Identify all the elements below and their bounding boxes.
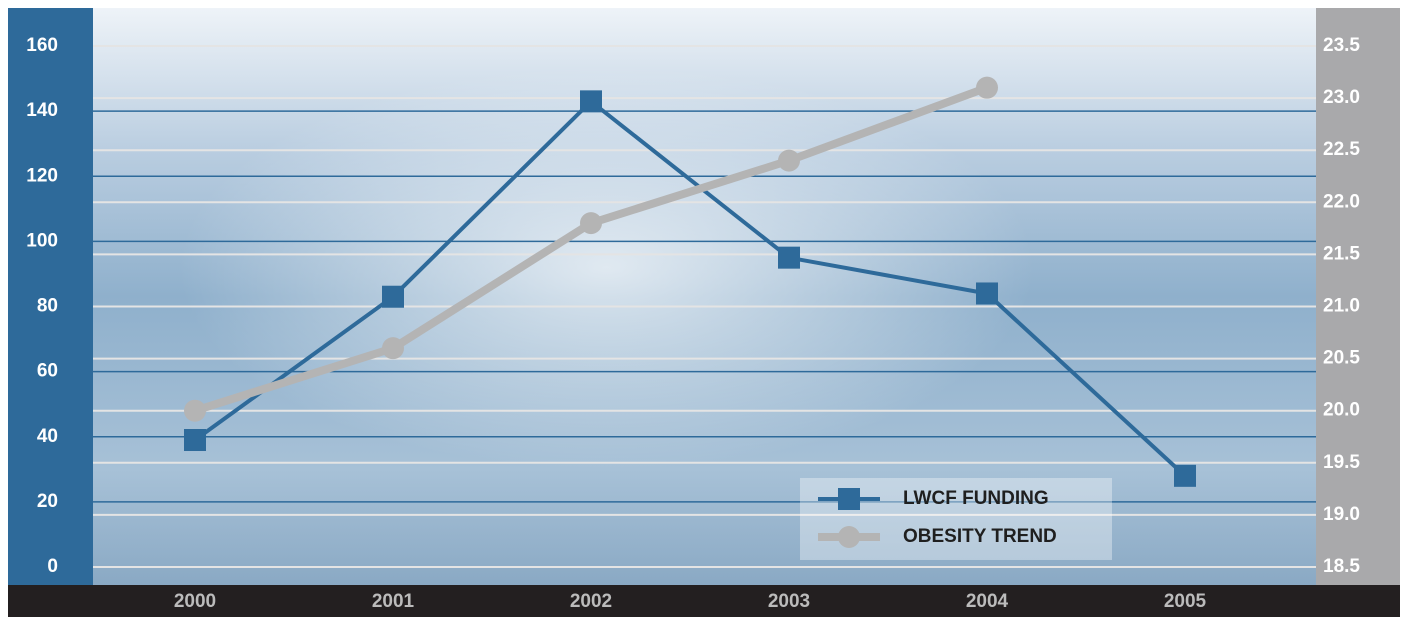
x-tick-label: 2005 bbox=[1164, 591, 1207, 612]
legend-marker bbox=[838, 526, 860, 548]
data-point bbox=[184, 400, 206, 422]
data-point bbox=[382, 286, 404, 308]
y2-tick-label: 19.0 bbox=[1323, 504, 1360, 525]
y2-tick-label: 19.5 bbox=[1323, 452, 1360, 473]
chart: 0 20 40 60 80 100 120 140 160 18.5 19.0 19.5 20.0 20.… bbox=[0, 0, 1406, 617]
y-tick-label: 100 bbox=[26, 230, 58, 251]
plot-glow bbox=[93, 8, 1316, 585]
data-point bbox=[1174, 465, 1196, 487]
y2-tick-label: 18.5 bbox=[1323, 556, 1360, 577]
y2-tick-label: 22.0 bbox=[1323, 191, 1360, 212]
y-tick-label: 80 bbox=[37, 296, 58, 317]
y-tick-label: 20 bbox=[37, 491, 58, 512]
data-point bbox=[976, 77, 998, 99]
y-tick-label: 40 bbox=[37, 426, 58, 447]
data-point bbox=[382, 337, 404, 359]
x-tick-label: 2001 bbox=[372, 591, 415, 612]
x-tick-label: 2004 bbox=[966, 591, 1009, 612]
data-point bbox=[778, 247, 800, 269]
x-tick-label: 2000 bbox=[174, 591, 216, 612]
y2-tick-label: 21.0 bbox=[1323, 296, 1360, 317]
legend-label: LWCF FUNDING bbox=[903, 488, 1049, 509]
legend-marker bbox=[838, 488, 860, 510]
y2-tick-label: 21.5 bbox=[1323, 243, 1360, 264]
data-point bbox=[580, 90, 602, 112]
y-tick-label: 160 bbox=[26, 35, 58, 56]
data-point bbox=[976, 282, 998, 304]
y-tick-label: 140 bbox=[26, 100, 58, 121]
data-point bbox=[778, 150, 800, 172]
y2-tick-label: 23.0 bbox=[1323, 87, 1360, 108]
y-tick-label: 60 bbox=[37, 361, 58, 382]
legend-label: OBESITY TREND bbox=[903, 526, 1057, 547]
x-tick-label: 2003 bbox=[768, 591, 810, 612]
y-tick-label: 0 bbox=[47, 556, 58, 577]
x-tick-label: 2002 bbox=[570, 591, 612, 612]
y2-tick-label: 23.5 bbox=[1323, 35, 1360, 56]
y2-tick-label: 20.5 bbox=[1323, 348, 1360, 369]
y2-tick-label: 20.0 bbox=[1323, 400, 1360, 421]
y2-tick-label: 22.5 bbox=[1323, 139, 1360, 160]
y-tick-label: 120 bbox=[26, 165, 58, 186]
data-point bbox=[184, 429, 206, 451]
data-point bbox=[580, 212, 602, 234]
